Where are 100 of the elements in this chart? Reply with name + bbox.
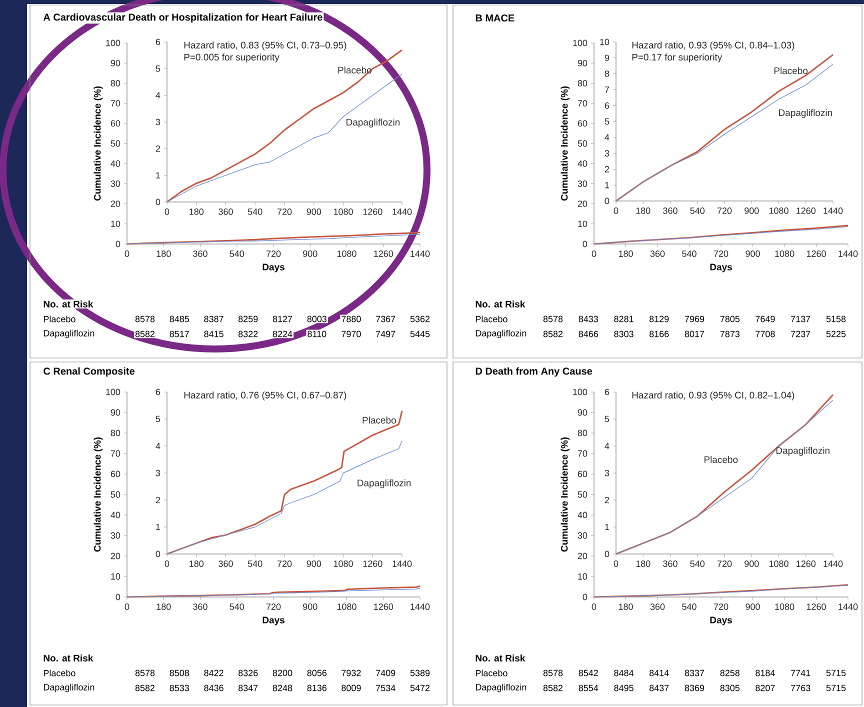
x-tick-label: 1260 [374,604,394,610]
text: 8259 [238,316,258,322]
text: 8414 [649,670,669,676]
x-tick-label: 1440 [392,560,412,567]
text: 5715 [826,670,846,676]
x-tick-label: 1080 [337,250,356,257]
x-tick-label: 1440 [410,250,430,257]
text: 8582 [135,330,155,338]
text: 8485 [170,316,190,322]
y-tick-label: 1 [605,182,610,188]
y-tick-label: 90 [110,409,120,416]
y-tick-label: 90 [110,60,120,66]
x-tick-label: 900 [746,250,760,257]
y-tick-label: 5 [156,416,160,422]
x-tick-label: 0 [124,604,130,610]
text: 8322 [238,330,258,338]
series-label: Dapagliflozin [358,479,411,488]
x-tick-label: 900 [746,604,760,610]
y-tick-label: 5 [156,66,160,72]
annotation: Hazard ratio, 0.93 (95% CI, 0.84–1.03) [632,42,794,50]
text: 8200 [272,670,292,676]
y-tick-label: 60 [578,120,588,127]
y-tick-label: 1 [156,524,160,530]
y-tick-label: 70 [578,450,588,457]
y-tick-label: 7 [604,86,610,93]
y-tick-label: 80 [110,430,120,436]
text: 8582 [543,684,563,692]
x-tick-label: 180 [190,208,204,215]
text: 8305 [720,684,740,692]
x-tick-label: 540 [230,604,244,610]
x-tick-label: 720 [714,604,728,610]
x-tick-label: 360 [218,560,233,567]
text: 7763 [791,684,810,692]
y-axis-title: Cumulative Incidence (%) [560,86,570,201]
y-tick-label: 20 [578,200,588,207]
y-tick-label: 0 [156,198,160,206]
y-tick-label: 40 [110,512,120,518]
y-tick-label: 3 [604,470,610,476]
text: 7880 [342,316,361,322]
x-tick-label: 1440 [824,208,843,214]
series-label: Dapagliflozin [776,446,830,456]
text: 7409 [376,670,396,676]
text: Dapagliflozin [44,330,94,338]
y-tick-label: 40 [578,512,588,518]
y-tick-label: 0 [604,550,610,558]
text: 8542 [578,670,598,676]
text: 8248 [272,684,292,692]
x-tick-label: 0 [164,560,170,567]
annotation: Hazard ratio, 0.93 (95% CI, 0.82–1.04) [632,392,794,400]
y-tick-label: 40 [110,160,120,167]
series-label: Dapagliflozin [346,118,400,128]
y-tick-label: 60 [578,470,588,478]
x-tick-label: 360 [193,250,208,257]
y-tick-label: 4 [604,134,610,140]
y-tick-label: 50 [578,491,588,498]
x-tick-label: 720 [277,560,292,567]
text: 8436 [204,684,224,692]
y-tick-label: 1 [156,172,160,178]
y-axis-title: Cumulative Incidence (%) [94,86,103,201]
x-tick-label: 720 [277,208,292,215]
y-tick-label: 100 [106,388,120,396]
y-axis-title: Cumulative Incidence (%) [94,437,103,552]
x-tick-label: 360 [663,208,678,214]
text: 7805 [720,316,740,322]
text: 8578 [135,670,155,676]
x-tick-label: 540 [690,208,705,214]
text: Dapagliflozin [44,684,94,692]
y-tick-label: 0 [582,594,588,600]
text: 8578 [543,670,563,676]
text: 8003 [307,316,327,322]
text: Placebo [44,670,76,676]
text: 5225 [826,330,846,338]
x-tick-label: 1260 [806,250,826,257]
text: 8207 [756,684,775,692]
text: 8582 [135,684,155,692]
text: Placebo [44,316,76,322]
text: 8303 [614,330,634,338]
text: 8422 [204,670,224,676]
y-tick-label: 2 [156,146,160,152]
y-tick-label: 20 [578,552,588,560]
x-tick-label: 180 [636,560,650,567]
y-tick-label: 70 [110,100,120,106]
y-tick-label: 10 [578,573,588,580]
annotation: P=0.005 for superiority [184,54,280,62]
x-tick-label: 180 [190,560,204,567]
text: 8437 [649,684,669,692]
chart-title: D Death from Any Cause [476,367,592,377]
text: 8017 [684,330,704,338]
x-tick-label: 1080 [775,250,794,257]
text: 8578 [135,316,155,322]
y-tick-label: 30 [110,180,120,187]
text: No. at Risk [44,654,94,662]
x-tick-label: 1260 [374,250,394,257]
y-tick-label: 5 [604,416,610,422]
x-tick-label: 720 [717,560,732,567]
y-tick-label: 20 [110,552,120,560]
text: Dapagliflozin [476,684,526,692]
y-tick-label: 2 [604,496,610,504]
text: 7741 [791,670,810,676]
x-tick-label: 360 [218,208,233,215]
